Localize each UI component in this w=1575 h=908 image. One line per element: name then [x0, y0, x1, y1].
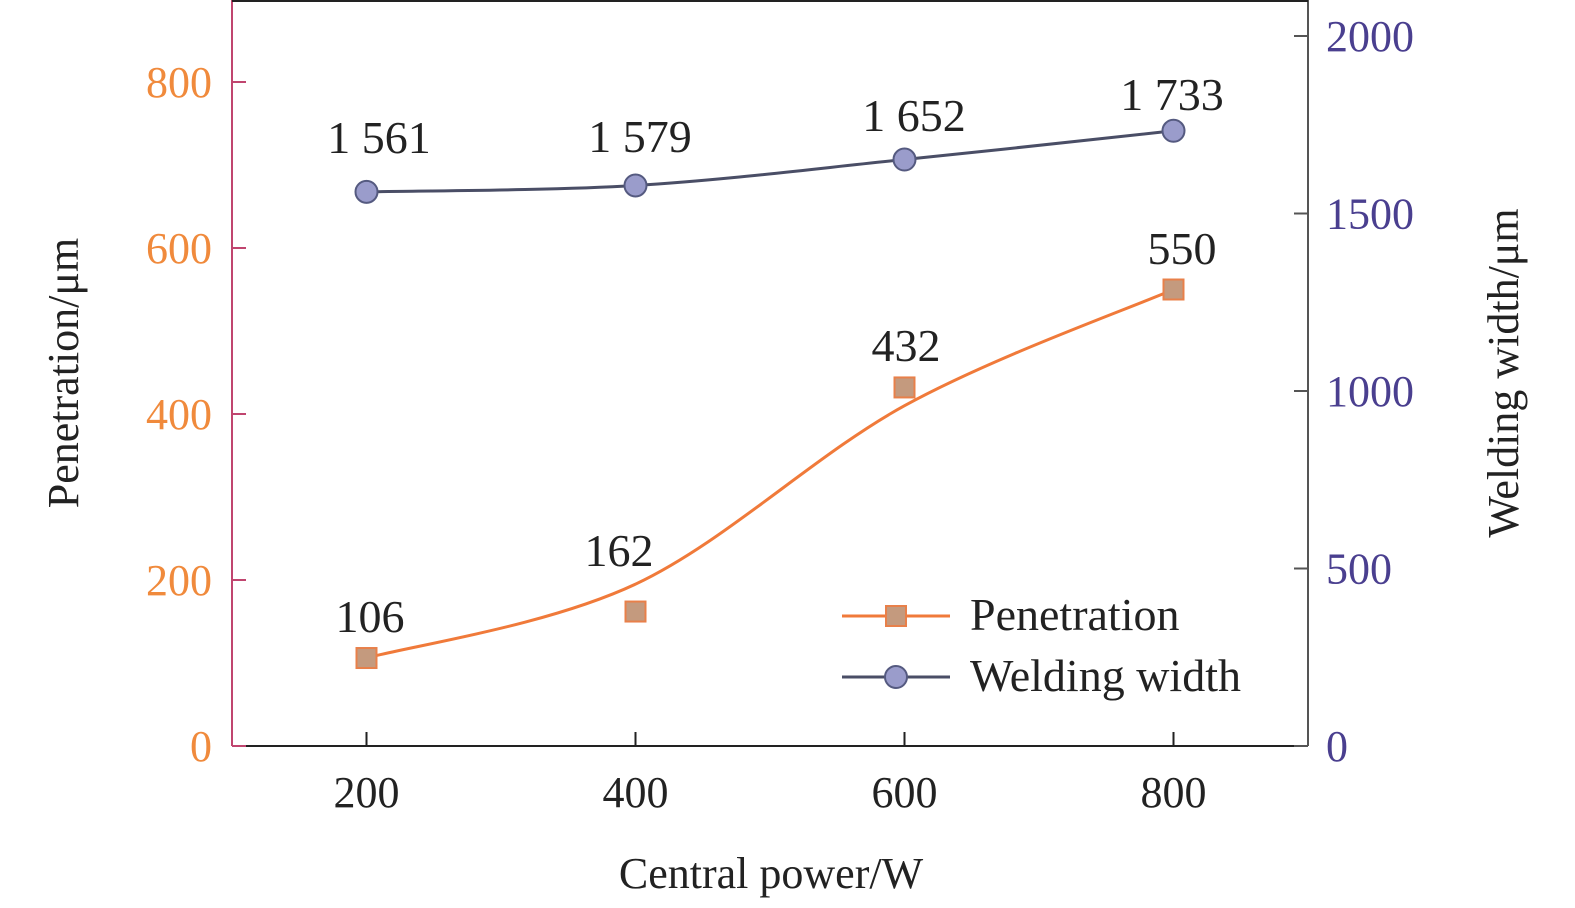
- y-left-tick-label: 800: [146, 58, 212, 107]
- data-labels: 106 162 432 550 1 561 1 579 1 652 1 733: [327, 69, 1224, 642]
- welding-width-value-label: 1 733: [1120, 69, 1224, 120]
- welding-width-value-label: 1 652: [862, 90, 966, 141]
- penetration-line: [366, 288, 1175, 660]
- penetration-value-label: 162: [585, 525, 654, 576]
- y-right-tick-label: 0: [1326, 722, 1348, 771]
- welding-width-point: [354, 179, 379, 204]
- penetration-value-label: 550: [1148, 223, 1217, 274]
- penetration-point: [1162, 278, 1185, 301]
- series-markers: [354, 118, 1186, 670]
- legend-penetration-marker: [885, 605, 907, 627]
- legend-welding-width-label: Welding width: [970, 650, 1241, 701]
- welding-width-value-label: 1 579: [588, 111, 692, 162]
- axes: 0 200 400 600 800 0 500 1000 1500 2000 200 400 600 80…: [39, 0, 1528, 898]
- penetration-value-label: 432: [872, 320, 941, 371]
- y-right-tick-label: 1500: [1326, 190, 1414, 239]
- penetration-value-label: 106: [336, 591, 405, 642]
- y-right-tick-label: 2000: [1326, 12, 1414, 61]
- y-left-tick-label: 400: [146, 390, 212, 439]
- x-tick-label: 200: [334, 768, 400, 817]
- y-left-axis-title: Penetration/μm: [39, 238, 88, 508]
- welding-width-point: [892, 147, 917, 172]
- penetration-point: [355, 647, 378, 670]
- y-left-tick-label: 0: [190, 722, 212, 771]
- welding-width-point: [1161, 118, 1186, 143]
- legend-penetration-label: Penetration: [970, 589, 1180, 640]
- x-tick-label: 600: [872, 768, 938, 817]
- y-left-tick-label: 200: [146, 556, 212, 605]
- penetration-point: [893, 376, 916, 399]
- legend-welding-width-marker: [884, 665, 908, 689]
- welding-width-line: [366, 129, 1174, 194]
- legend: Penetration Welding width: [842, 589, 1241, 701]
- x-axis-title: Central power/W: [619, 849, 924, 898]
- y-right-axis-title: Welding width/μm: [1479, 208, 1528, 537]
- welding-width-value-label: 1 561: [327, 112, 431, 163]
- y-left-tick-label: 600: [146, 224, 212, 273]
- welding-width-point: [623, 173, 648, 198]
- x-tick-label: 400: [603, 768, 669, 817]
- x-tick-label: 800: [1141, 768, 1207, 817]
- y-right-tick-label: 500: [1326, 545, 1392, 594]
- penetration-point: [624, 600, 647, 623]
- series-lines: [366, 129, 1175, 660]
- y-right-tick-label: 1000: [1326, 367, 1414, 416]
